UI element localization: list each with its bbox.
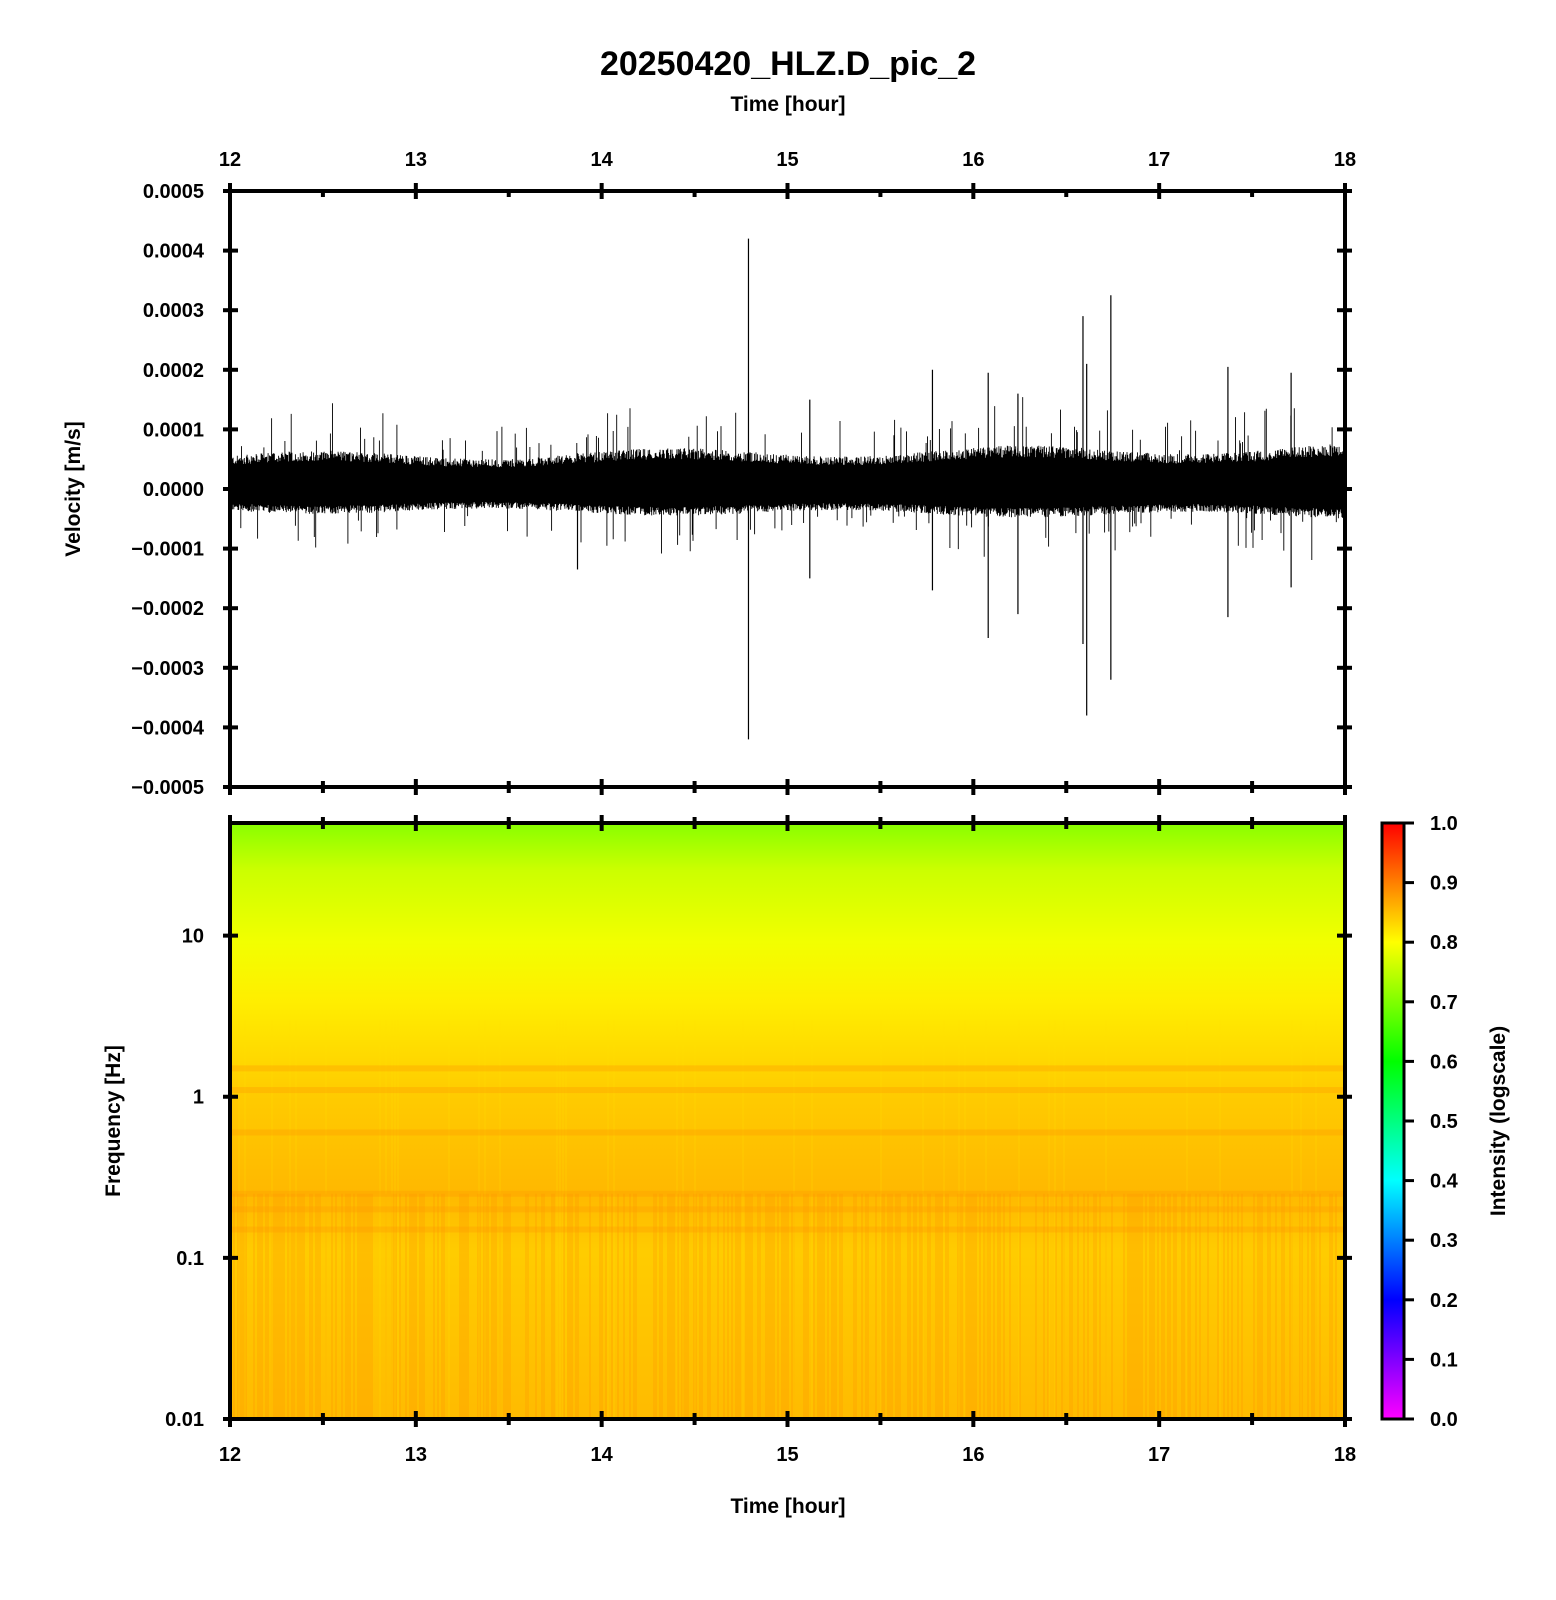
colorbar-tick-label: 0.8 [1430, 932, 1458, 954]
waveform-y-tick-label: 0.0005 [143, 181, 204, 203]
spectrogram-band [230, 1190, 1345, 1197]
colorbar-tick-label: 1.0 [1430, 813, 1458, 835]
waveform-y-tick-label: −0.0001 [131, 539, 204, 561]
spectrogram-x-tick-label: 15 [776, 1444, 798, 1466]
waveform-panel: 12 13 14 15 16 17 18 0.00050.00040.00030.00020… [62, 149, 1356, 799]
spectrogram-column-highlight [238, 1019, 1317, 1419]
colorbar-tick-label: 0.0 [1430, 1409, 1458, 1431]
spectrogram-x-tick-label: 14 [591, 1444, 614, 1466]
spectrogram-x-tick-label: 16 [962, 1444, 984, 1466]
colorbar-ticks: 1.0 0.9 0.8 0.7 0.6 0.5 0.4 0.3 0.2 0.1 0.0 [1404, 813, 1459, 1431]
colorbar: 1.0 0.9 0.8 0.7 0.6 0.5 0.4 0.3 0.2 0.1 0.0 Intens… [1380, 813, 1510, 1431]
colorbar-tick-label: 0.3 [1430, 1230, 1458, 1252]
spectrogram-column-texture [233, 1193, 1337, 1419]
waveform-y-ticks: 0.0005 0.0004 0.0003 0.0002 0.0001 0.0000 −0.0… [131, 181, 1352, 799]
waveform-y-tick-label: 0.0004 [143, 241, 205, 263]
spectrogram-y-tick-label: 10 [182, 926, 204, 948]
waveform-x-tick-label: 12 [219, 149, 241, 171]
colorbar-tick-label: 0.2 [1430, 1290, 1458, 1312]
spectrogram-band [230, 1206, 1345, 1213]
spectrogram-x-axis-label: Time [hour] [730, 1495, 845, 1518]
colorbar-tick-label: 0.5 [1430, 1111, 1458, 1133]
waveform-marks [230, 238, 1344, 740]
spectrogram-y-ticks: 10 1 0.1 0.01 [165, 926, 1352, 1431]
waveform-y-tick-label: −0.0004 [131, 717, 205, 739]
waveform-y-tick-label: 0.0001 [143, 419, 204, 441]
spectrogram-band [230, 1129, 1345, 1136]
spectrogram-x-tick-label: 17 [1148, 1444, 1170, 1466]
waveform-y-tick-label: 0.0003 [143, 300, 204, 322]
spectrogram-heatmap [230, 823, 1345, 1419]
spectrogram-y-tick-label: 1 [193, 1087, 204, 1109]
colorbar-tick-label: 0.6 [1430, 1051, 1458, 1073]
top-x-axis-label: Time [hour] [730, 93, 845, 116]
spectrogram-texture [230, 1019, 1345, 1419]
spectrogram-x-ticks: 12 13 14 15 16 17 18 [219, 815, 1356, 1466]
spectrogram-panel: 12 13 14 15 16 17 18 10 1 0.1 0.01 Frequency [Hz]… [102, 815, 1356, 1518]
colorbar-tick-label: 0.1 [1430, 1349, 1458, 1371]
colorbar-tick-label: 0.9 [1430, 873, 1458, 895]
waveform-y-tick-label: 0.0002 [143, 360, 204, 382]
waveform-noise [230, 397, 1344, 560]
waveform-x-tick-label: 17 [1148, 149, 1170, 171]
spectrogram-x-tick-label: 18 [1334, 1444, 1356, 1466]
waveform-x-tick-label: 14 [591, 149, 614, 171]
colorbar-label: Intensity (logscale) [1487, 1026, 1510, 1216]
chart-title: 20250420_HLZ.D_pic_2 [600, 45, 976, 83]
waveform-y-tick-label: −0.0005 [131, 777, 204, 799]
spectrogram-y-tick-label: 0.1 [176, 1248, 204, 1270]
colorbar-tick-label: 0.7 [1430, 992, 1458, 1014]
waveform-y-tick-label: 0.0000 [143, 479, 204, 501]
spectrogram-band [230, 1065, 1345, 1072]
waveform-x-tick-label: 16 [962, 149, 984, 171]
colorbar-gradient [1380, 821, 1406, 1421]
spectrogram-y-axis-label: Frequency [Hz] [102, 1045, 125, 1197]
waveform-x-tick-label: 13 [405, 149, 427, 171]
waveform-x-tick-label: 18 [1334, 149, 1356, 171]
spectrogram-x-tick-label: 12 [219, 1444, 241, 1466]
spectrogram-x-tick-label: 13 [405, 1444, 427, 1466]
waveform-y-tick-label: −0.0002 [131, 598, 204, 620]
waveform-y-tick-label: −0.0003 [131, 658, 204, 680]
colorbar-tick-label: 0.4 [1430, 1171, 1459, 1193]
waveform-x-tick-label: 15 [776, 149, 798, 171]
spectrogram-band [230, 1226, 1345, 1233]
waveform-y-axis-label: Velocity [m/s] [62, 421, 85, 556]
spectrogram-band [230, 1087, 1345, 1094]
spectrogram-y-tick-label: 0.01 [165, 1409, 204, 1431]
